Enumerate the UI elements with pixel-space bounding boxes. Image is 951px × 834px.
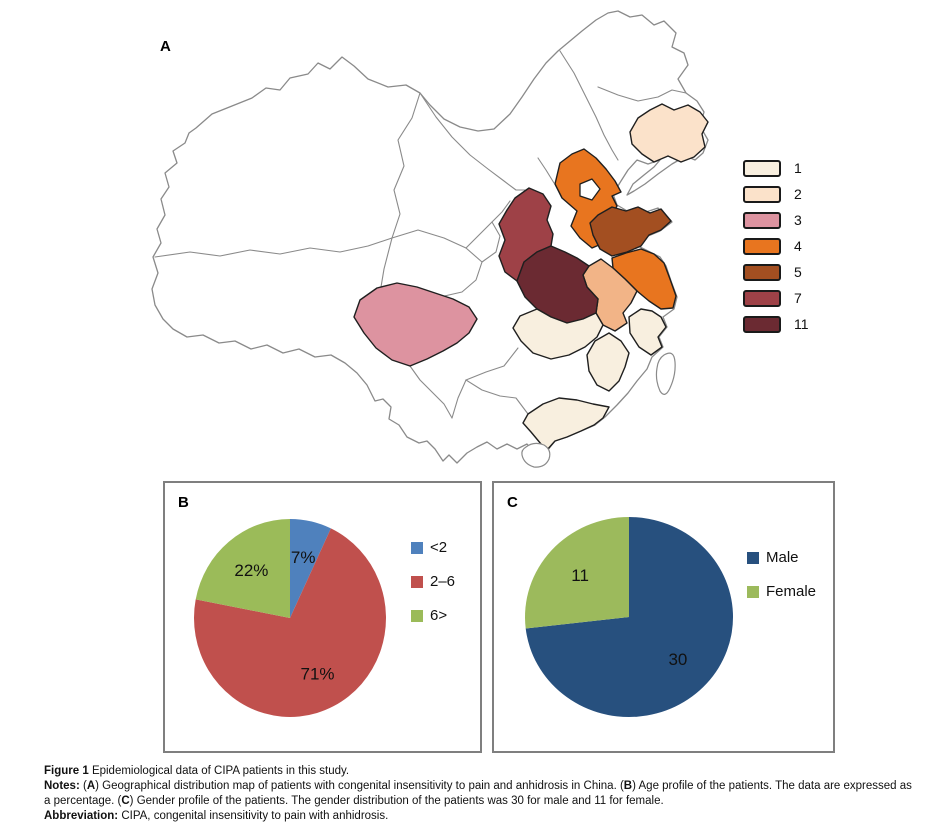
region-jiangxi (586, 332, 630, 392)
legend-swatch (743, 237, 781, 255)
legend-row: <2 (411, 539, 455, 556)
gender-pie-legend: Male Female (747, 549, 816, 617)
map-legend-row: 1 (743, 155, 809, 181)
legend-value: 2 (794, 186, 802, 202)
pie-slice-2–6 (193, 528, 386, 717)
legend-label: 2–6 (430, 573, 456, 590)
legend-value: 11 (794, 316, 809, 332)
region-zhejiang (628, 308, 667, 356)
legend-swatch (411, 541, 423, 554)
legend-swatch (411, 609, 423, 622)
taiwan-island (655, 352, 676, 395)
legend-row: Female (747, 583, 816, 600)
panel-c-label: C (507, 494, 518, 511)
map-legend: 1 2 3 4 5 7 11 (743, 155, 809, 337)
legend-swatch (411, 575, 423, 588)
figure-caption: Figure 1 Epidemiological data of CIPA pa… (44, 764, 949, 824)
pie-data-label: 7% (291, 548, 316, 567)
region-guangdong (522, 397, 610, 451)
colored-provinces (353, 103, 709, 451)
pie-data-label: 22% (234, 561, 268, 580)
legend-label: Female (766, 583, 817, 600)
legend-row: 6> (411, 607, 455, 624)
caption-line-2: Notes: (A) Geographical distribution map… (44, 780, 912, 792)
panel-a-label: A (160, 38, 171, 55)
panel-b-label: B (178, 494, 189, 511)
legend-swatch (743, 211, 781, 229)
legend-row: 2–6 (411, 573, 455, 590)
pie-slice-<2 (290, 519, 331, 618)
map-legend-row: 2 (743, 181, 809, 207)
legend-value: 3 (794, 212, 802, 228)
legend-swatch (743, 289, 781, 307)
legend-value: 1 (794, 160, 802, 176)
legend-label: 6> (430, 607, 448, 624)
legend-value: 4 (794, 238, 802, 254)
legend-value: 7 (794, 290, 802, 306)
pie-data-label: 11 (571, 566, 589, 585)
pie-data-label: 71% (300, 665, 334, 684)
age-pie-chart: 7% 71% 22% (193, 519, 386, 717)
caption-line-4: Abbreviation: CIPA, congenital insensiti… (44, 810, 389, 822)
legend-swatch (743, 263, 781, 281)
legend-swatch (747, 585, 759, 598)
region-sichuan (353, 282, 478, 367)
legend-swatch (743, 315, 781, 333)
pie-slice-Male (525, 517, 734, 717)
panel-c-gender-pie: C 30 11 Male Female (492, 481, 835, 753)
map-legend-row: 11 (743, 311, 809, 337)
hainan-island (521, 442, 551, 468)
panel-b-age-pie: B 7% 71% 22% <2 2–6 6> (163, 481, 482, 753)
region-henan (516, 245, 599, 324)
pie-slice-Female (525, 517, 629, 629)
region-shandong (589, 206, 672, 257)
map-legend-row: 7 (743, 285, 809, 311)
map-legend-row: 5 (743, 259, 809, 285)
legend-swatch (743, 185, 781, 203)
islands (521, 352, 676, 468)
legend-label: Male (766, 549, 799, 566)
legend-row: Male (747, 549, 816, 566)
legend-swatch (747, 551, 759, 564)
caption-line-3: a percentage. (C) Gender profile of the … (44, 795, 664, 807)
legend-swatch (743, 159, 781, 177)
age-pie-legend: <2 2–6 6> (411, 539, 455, 641)
map-legend-row: 3 (743, 207, 809, 233)
caption-line-1: Figure 1 Epidemiological data of CIPA pa… (44, 765, 350, 777)
beijing-hole (579, 178, 601, 201)
gender-pie-chart: 30 11 (525, 517, 734, 717)
china-map (151, 10, 709, 468)
region-hubei (512, 308, 604, 360)
legend-value: 5 (794, 264, 802, 280)
map-legend-row: 4 (743, 233, 809, 259)
pie-slice-6> (195, 519, 290, 618)
region-liaoning (629, 103, 709, 163)
legend-label: <2 (430, 539, 448, 556)
pie-data-label: 30 (668, 650, 687, 669)
